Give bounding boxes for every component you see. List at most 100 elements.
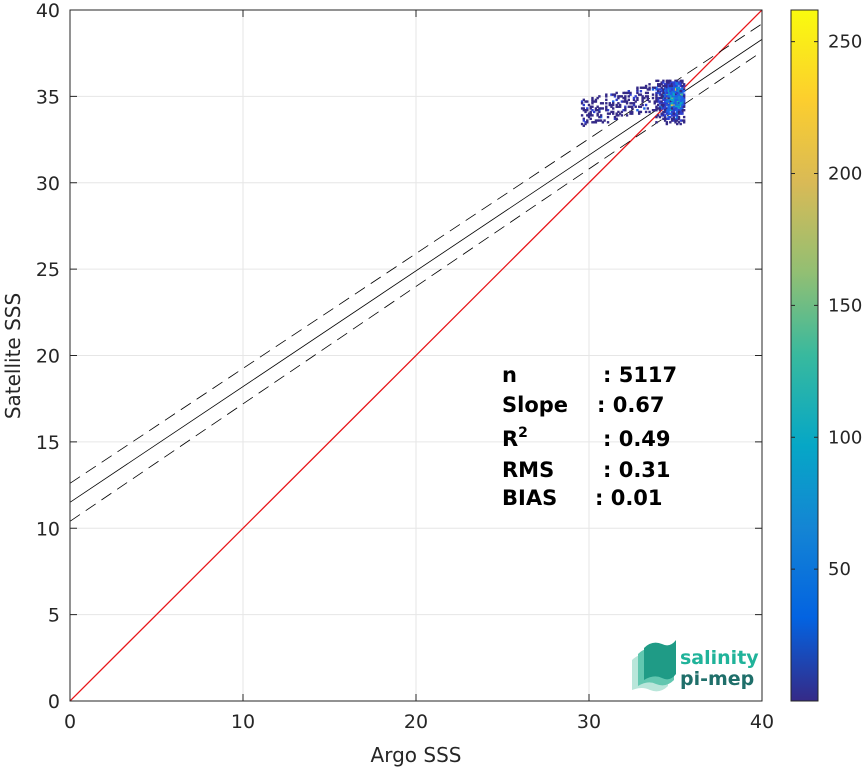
stat-value: : 0.49: [603, 427, 671, 451]
salinity-pimep-logo: salinity pi-mep: [632, 640, 759, 692]
density-cell: [677, 112, 681, 115]
density-cell: [655, 121, 658, 124]
density-cell: [677, 102, 681, 105]
density-cell: [587, 112, 591, 115]
density-cell: [665, 89, 669, 93]
density-cell: [662, 110, 665, 114]
x-tick-label: 0: [64, 711, 76, 733]
density-cell: [681, 93, 684, 96]
density-cell: [637, 93, 641, 96]
density-cell: [682, 105, 686, 108]
density-cell: [682, 84, 686, 88]
density-cell: [653, 108, 656, 112]
density-cell: [663, 115, 667, 119]
density-cell: [663, 102, 667, 105]
density-cell: [631, 105, 634, 108]
density-cell: [594, 121, 598, 124]
density-cell: [662, 112, 665, 115]
density-cell: [596, 112, 599, 115]
y-tick-label: 10: [36, 518, 60, 540]
density-cell: [669, 86, 672, 89]
density-cell: [655, 88, 658, 91]
density-cell: [580, 107, 584, 110]
density-cell: [658, 88, 662, 91]
reference-line: [70, 10, 762, 701]
density-cell: [669, 79, 672, 83]
density-cell: [679, 100, 682, 103]
density-cell: [662, 103, 665, 107]
density-cell: [672, 103, 675, 107]
density-cell: [658, 100, 662, 103]
density-cell: [644, 86, 648, 89]
density-cell: [679, 102, 682, 105]
density-cell: [657, 88, 660, 91]
density-cell: [658, 93, 662, 96]
density-cell: [648, 83, 651, 86]
density-cell: [599, 114, 603, 117]
density-cell: [679, 91, 682, 95]
density-cell: [665, 83, 669, 86]
density-cell: [677, 93, 681, 96]
density-cell: [636, 86, 639, 89]
density-cell: [676, 102, 679, 105]
density-cell: [679, 122, 682, 126]
density-cell: [636, 98, 639, 102]
density-cell: [605, 107, 608, 110]
density-cell: [648, 110, 651, 114]
density-cell: [677, 110, 681, 114]
density-cell: [660, 107, 663, 110]
density-cell: [586, 100, 589, 103]
density-cell: [665, 96, 669, 100]
density-cell: [674, 84, 677, 88]
density-cell: [660, 100, 663, 103]
density-cell: [670, 83, 674, 86]
density-cell: [657, 96, 660, 100]
density-cell: [655, 86, 658, 89]
density-cell: [670, 91, 674, 95]
density-cell: [679, 119, 682, 122]
density-cell: [658, 91, 662, 95]
density-cell: [591, 121, 594, 124]
density-cell: [612, 102, 615, 105]
density-cell: [669, 81, 672, 84]
density-cell: [610, 110, 613, 114]
density-cell: [634, 95, 637, 98]
density-cell: [629, 102, 632, 105]
density-cell: [674, 88, 677, 91]
density-cell: [669, 93, 672, 96]
density-cell: [636, 88, 639, 91]
density-cell: [605, 95, 608, 98]
density-cell: [612, 100, 615, 103]
density-cell: [651, 93, 655, 96]
density-cell: [677, 121, 681, 124]
density-cell: [662, 102, 665, 105]
density-cell: [681, 105, 684, 108]
density-cell: [667, 100, 670, 103]
density-cell: [625, 91, 629, 95]
density-cell: [655, 79, 658, 83]
density-cell: [665, 108, 669, 112]
density-cell: [599, 102, 603, 105]
stat-label: RMS: [502, 458, 554, 482]
density-cell: [665, 103, 669, 107]
density-cell: [676, 108, 679, 112]
density-cell: [682, 103, 686, 107]
density-cell: [662, 96, 665, 100]
density-cell: [631, 110, 634, 114]
density-cell: [591, 105, 594, 108]
density-cell: [627, 91, 630, 95]
density-cell: [643, 96, 646, 100]
density-cell: [682, 115, 686, 119]
density-cell: [665, 102, 669, 105]
y-tick-label: 30: [36, 173, 60, 195]
density-cell: [582, 124, 586, 127]
density-cell: [632, 96, 636, 100]
density-cell: [667, 86, 670, 89]
density-cell: [679, 110, 682, 114]
density-cell: [670, 95, 674, 98]
density-cell: [669, 89, 672, 93]
density-cell: [624, 107, 627, 110]
logo-line2: pi-mep: [680, 668, 754, 690]
density-cell: [612, 103, 615, 107]
density-cell: [667, 98, 670, 102]
